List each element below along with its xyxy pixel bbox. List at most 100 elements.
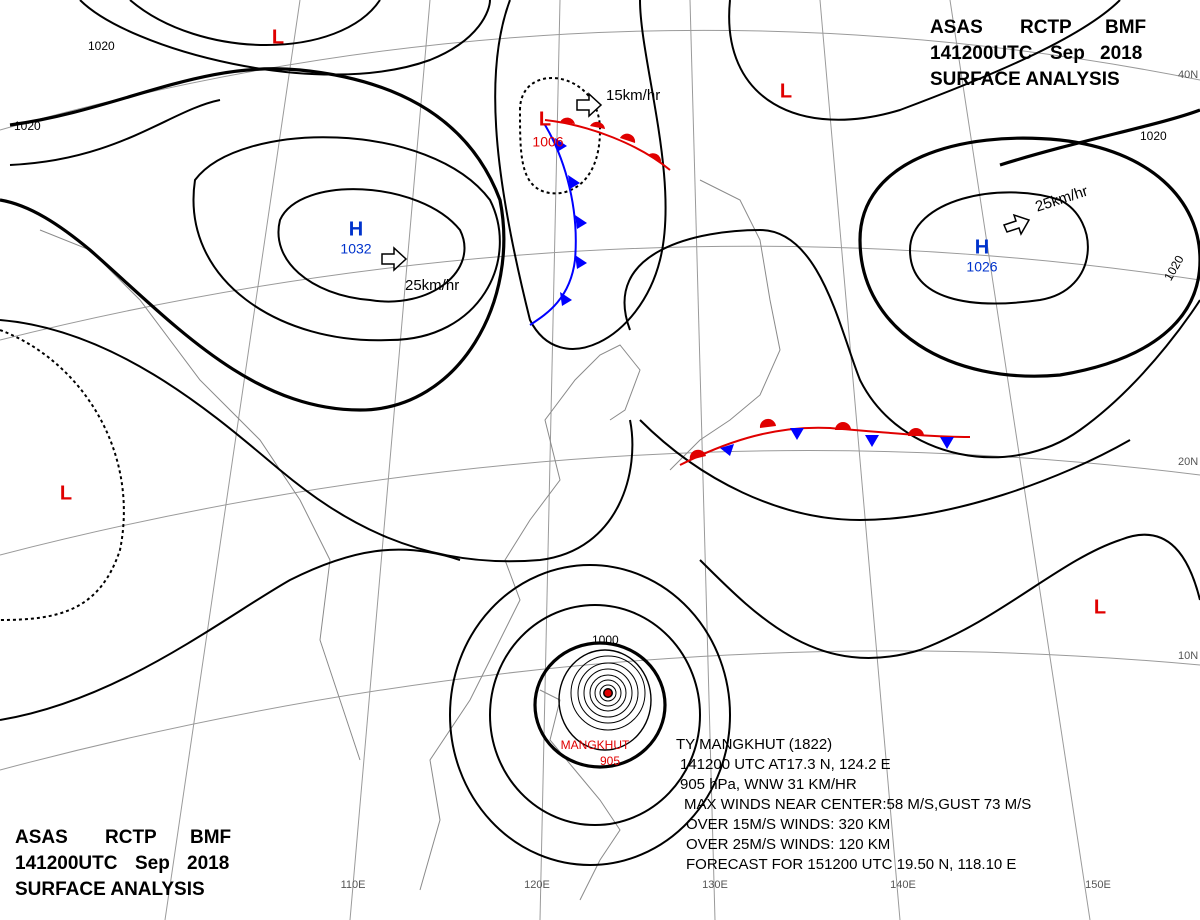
isobar [494,0,667,350]
isobar [908,191,1089,305]
agency: RCTP [1020,17,1072,38]
low-symbol: L [780,80,792,102]
longitude-label: 110E [341,879,366,891]
low-symbol: L [272,26,284,48]
parallel [0,29,1200,131]
isobar [594,679,622,707]
analysis-time: 141200UTC [15,853,118,874]
typhoon-info: MANGKHUT 905 TY MANGKHUT (1822) 141200 U… [561,736,1032,873]
typhoon-line: TY MANGKHUT (1822) [676,736,832,753]
isobar [558,649,652,751]
typhoon-line: FORECAST FOR 151200 UTC 19.50 N, 118.10 … [686,856,1016,873]
stationary-front [679,426,971,466]
isobar-label: 1020 [1140,129,1167,143]
isobar [603,688,613,698]
motion-label: 15km/hr [606,87,660,104]
typhoon-isobars [449,564,731,866]
latitude-label: 20N [1178,456,1198,468]
meridian [349,0,431,920]
meridian [689,0,716,920]
front-symbol [560,117,662,162]
coastline [539,689,621,901]
typhoon-line: MAX WINDS NEAR CENTER:58 M/S,GUST 73 M/S [684,796,1031,813]
isobar [999,108,1200,167]
month: Sep [135,853,170,874]
motion-labels: 15km/hr 25km/hr 25km/hr [405,87,1090,294]
agency: BMF [1105,17,1146,38]
isobar-label: 1020 [88,39,115,53]
isobar-label: 1000 [592,633,619,647]
isobar [79,0,491,76]
parallel [0,245,1200,341]
typhoon-line: OVER 25M/S WINDS: 120 KM [686,836,890,853]
typhoon-line: OVER 15M/S WINDS: 320 KM [686,816,890,833]
longitude-label: 140E [890,879,916,891]
typhoon-line: 905 hPa, WNW 31 KM/HR [680,776,857,793]
meridian [949,0,1091,920]
isobar [449,564,731,866]
warm-front [544,119,671,171]
agency: ASAS [930,17,983,38]
typhoon-center [604,689,612,697]
isobar [623,228,1200,459]
isobar [533,641,667,769]
isobar-dashed [518,76,602,195]
isobar [589,674,627,712]
meridian [819,0,901,920]
motion-arrow [576,92,603,118]
isobar [728,0,1121,121]
longitude-label: 150E [1085,879,1111,891]
motion-arrow [1002,213,1031,236]
isobar [0,67,506,412]
low-symbol: L [1094,596,1106,618]
low-symbol: L [539,108,551,130]
latitude-label: 40N [1178,69,1198,81]
high-pressure: 1026 [966,259,997,275]
isobar [192,136,501,342]
isobar [570,655,646,731]
isobar-label: 1020 [14,119,41,133]
grid-labels: 110E 120E 130E 140E 150E 40N 20N 10N [341,69,1199,891]
header-bottom: ASAS RCTP BMF 141200UTC Sep 2018 SURFACE… [15,827,231,900]
chart-title: SURFACE ANALYSIS [15,879,205,900]
low-symbol: L [60,482,72,504]
motion-label: 25km/hr [405,277,459,294]
pressure-centers: H 1032 H 1026 L 1006 L L L L [60,26,1106,618]
typhoon-pressure: 905 [600,754,620,768]
high-symbol: H [975,236,989,258]
isobar [577,662,639,724]
agency: ASAS [15,827,68,848]
isobar [699,533,1200,659]
typhoon-line: 141200 UTC AT17.3 N, 124.2 E [680,756,891,773]
isobar [639,419,1131,522]
low-pressure: 1006 [532,134,563,150]
meridian [164,0,301,920]
parallel [0,450,1200,556]
isobar-dashed [0,329,125,621]
motion-arrow [381,246,408,272]
high-symbol: H [349,218,363,240]
analysis-time: 141200UTC [930,43,1033,64]
isobar [599,684,617,702]
longitude-label: 130E [702,879,728,891]
latitude-label: 10N [1178,650,1198,662]
meridian [539,0,561,920]
isobars [0,0,1200,866]
isobar [277,188,466,303]
longitude-label: 120E [524,879,550,891]
front-symbol [555,138,587,306]
coastline [669,179,781,471]
header-top: ASAS RCTP BMF 141200UTC Sep 2018 SURFACE… [930,17,1146,90]
year: 2018 [187,853,229,874]
month: Sep [1050,43,1085,64]
chart-title: SURFACE ANALYSIS [930,69,1120,90]
agency: RCTP [105,827,157,848]
isobar [0,319,634,563]
isobar [583,668,633,718]
fronts [529,117,971,466]
year: 2018 [1100,43,1142,64]
typhoon-name: MANGKHUT [561,738,630,752]
isobar [0,548,461,721]
high-pressure: 1032 [340,241,371,257]
